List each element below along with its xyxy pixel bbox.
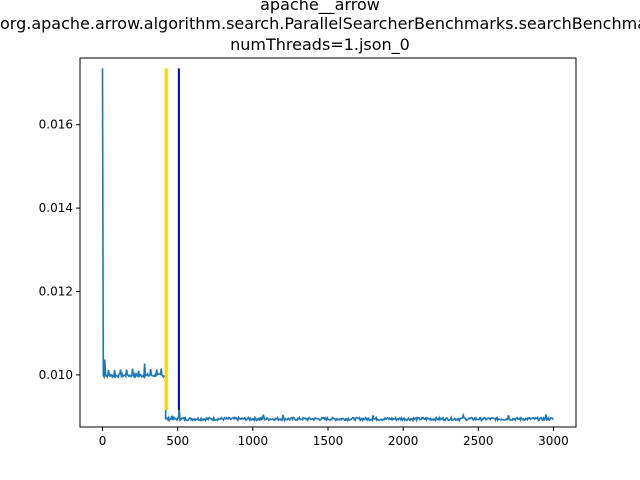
plot-content xyxy=(101,68,554,423)
chart-title-line-2: org.apache.arrow.algorithm.search.Parall… xyxy=(0,14,640,33)
chart-title-line-1: apache__arrow xyxy=(260,0,380,14)
chart-title-line-3: numThreads=1.json_0 xyxy=(230,35,410,54)
x-tick-label: 1500 xyxy=(313,434,344,448)
x-axis: 0 500 1000 1500 2000 2500 3000 xyxy=(99,427,569,448)
x-tick-label: 0 xyxy=(99,434,107,448)
axes-frame xyxy=(79,57,577,428)
series-line-segment xyxy=(101,68,167,380)
x-tick-label: 3000 xyxy=(538,434,569,448)
y-axis: 0.010 0.012 0.014 0.016 xyxy=(39,118,80,382)
x-tick-label: 2000 xyxy=(388,434,419,448)
y-tick-label: 0.010 xyxy=(39,368,73,382)
x-tick-label: 1000 xyxy=(238,434,269,448)
y-tick-label: 0.016 xyxy=(39,118,73,132)
x-tick-label: 2500 xyxy=(463,434,494,448)
series-line-segment xyxy=(165,409,554,423)
x-tick-label: 500 xyxy=(166,434,189,448)
y-tick-label: 0.014 xyxy=(39,201,73,215)
y-tick-label: 0.012 xyxy=(39,284,73,298)
